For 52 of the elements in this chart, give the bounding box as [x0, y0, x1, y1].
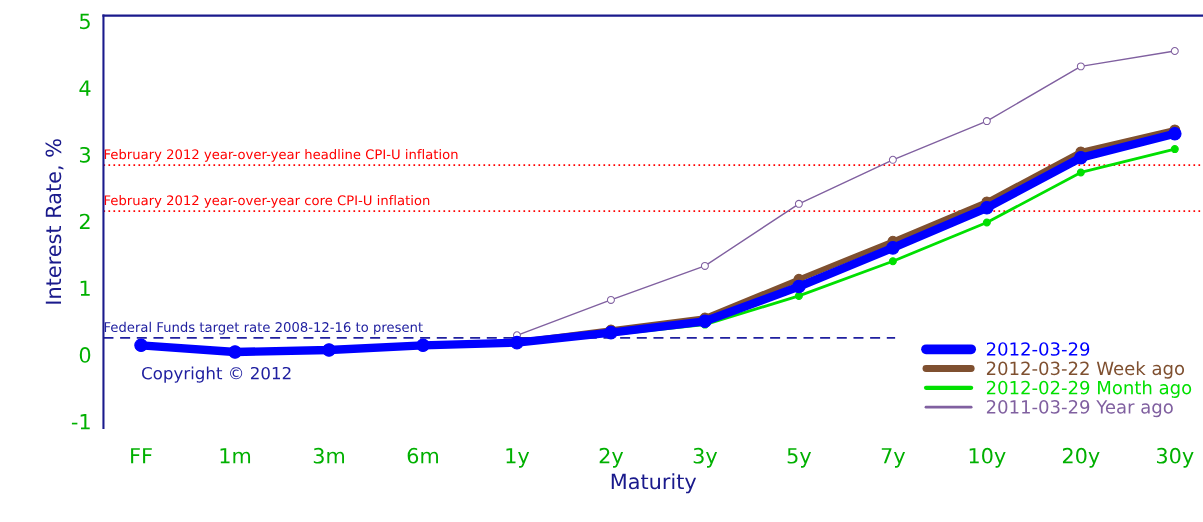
- x-tick-label: 3m: [313, 447, 345, 464]
- point: [698, 314, 712, 329]
- y-tick-label: 5: [80, 13, 90, 30]
- point: [794, 199, 803, 208]
- point: [1170, 145, 1179, 154]
- point: [1076, 168, 1085, 177]
- point: [1170, 47, 1179, 56]
- point: [792, 279, 806, 294]
- legend-label: 2012-02-29 Month ago: [986, 380, 1192, 398]
- point: [888, 257, 897, 266]
- legend-label: 2012-03-29: [986, 342, 1090, 356]
- point: [794, 291, 803, 300]
- x-tick-label: 2y: [599, 447, 624, 468]
- x-tick-label: FF: [131, 448, 152, 464]
- y-axis-title: Interest Rate, %: [45, 139, 64, 304]
- point: [134, 338, 148, 353]
- point: [886, 241, 900, 255]
- ref-line-label: February 2012 year-over-year core CPI-U inflation: [104, 195, 430, 208]
- x-tick-label: 10y: [969, 447, 1006, 468]
- x-tick-label: 30y: [1156, 447, 1194, 468]
- point: [982, 117, 991, 126]
- y-tick-label: 0: [79, 347, 91, 363]
- point: [606, 295, 615, 304]
- x-tick-label: 3y: [693, 447, 718, 468]
- x-tick-label: 1m: [220, 448, 251, 464]
- point: [322, 343, 336, 357]
- point: [1076, 62, 1085, 71]
- point: [700, 261, 709, 270]
- point: [228, 345, 242, 359]
- x-tick-label: 20y: [1062, 447, 1100, 468]
- ref-line-label: Federal Funds target rate 2008-12-16 to present: [104, 321, 423, 335]
- point: [1168, 127, 1182, 141]
- legend-label: 2012-03-22 Week ago: [986, 361, 1185, 379]
- point: [1074, 151, 1088, 165]
- point: [888, 155, 897, 164]
- x-tick-label: 6m: [407, 447, 438, 464]
- x-tick-label: 5y: [787, 448, 812, 468]
- y-tick-label: 1: [80, 280, 90, 296]
- y-tick-label: 4: [79, 80, 91, 96]
- ref-line-label: February 2012 year-over-year headline CPI-U inflation: [104, 149, 458, 162]
- point: [604, 325, 618, 340]
- y-tick-label: 3: [79, 146, 90, 163]
- point: [416, 338, 430, 353]
- x-tick-label: 7y: [881, 448, 906, 468]
- point: [982, 218, 991, 227]
- legend-label: 2011-03-29 Year ago: [986, 400, 1173, 418]
- x-tick-label: 1y: [506, 448, 530, 468]
- x-axis-title: Maturity: [611, 473, 697, 494]
- y-tick-label: 2: [79, 213, 90, 230]
- annotation: Copyright © 2012: [141, 366, 291, 383]
- y-tick-label: -1: [71, 414, 90, 430]
- point: [980, 201, 994, 215]
